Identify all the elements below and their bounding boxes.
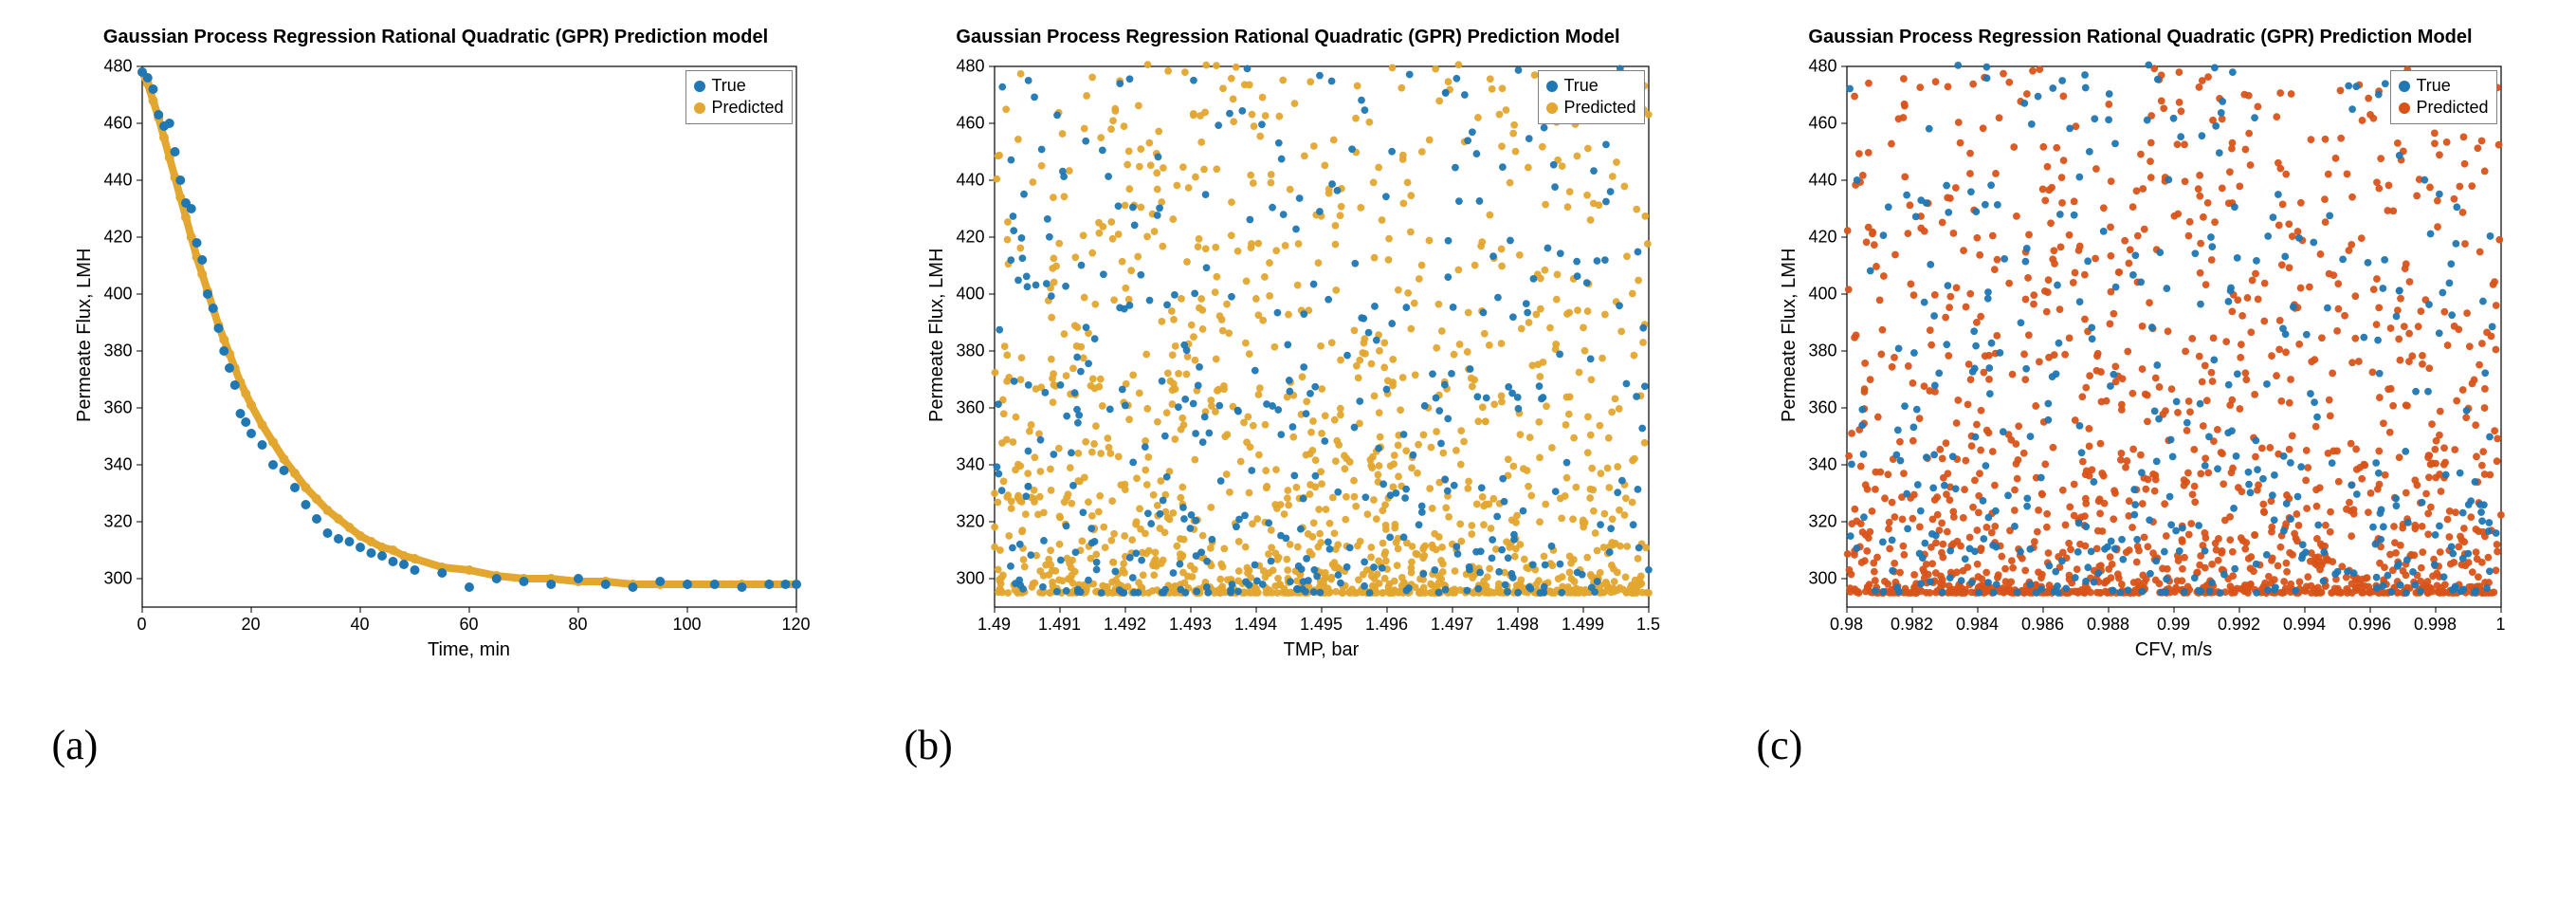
ylabel-b: Permeate Flux, LMH <box>926 249 948 422</box>
legend-marker-icon <box>2399 81 2410 92</box>
subcaption-c: (c) <box>1747 721 2534 769</box>
legend-label: True <box>711 75 745 97</box>
legend-entry: True <box>2399 75 2488 97</box>
xlabel-b: TMP, bar <box>995 639 1649 661</box>
xtick-label: 1.497 <box>1431 615 1473 635</box>
xtick-label: 1.493 <box>1169 615 1212 635</box>
ytick-label: 480 <box>103 57 132 77</box>
xtick-label: 120 <box>781 615 810 635</box>
ytick-label: 340 <box>956 455 984 475</box>
legend-label: True <box>1563 75 1598 97</box>
ytick-label: 480 <box>956 57 984 77</box>
ytick-label: 400 <box>956 285 984 304</box>
legend-marker-icon <box>2399 102 2410 114</box>
legend-entry: True <box>1546 75 1635 97</box>
ytick-label: 320 <box>956 512 984 532</box>
ytick-label: 380 <box>1808 341 1836 361</box>
ytick-label: 340 <box>103 455 132 475</box>
legend-entry: Predicted <box>1546 97 1635 119</box>
xtick-label: 60 <box>459 615 478 635</box>
legend-b: TruePredicted <box>1538 70 1644 124</box>
xtick-label: 100 <box>672 615 701 635</box>
ytick-label: 480 <box>1808 57 1836 77</box>
legend-entry: True <box>694 75 783 97</box>
ytick-label: 380 <box>103 341 132 361</box>
subcaption-a: (a) <box>43 721 830 769</box>
ytick-label: 400 <box>1808 285 1836 304</box>
xtick-label: 0.99 <box>2157 615 2190 635</box>
ytick-label: 440 <box>956 171 984 191</box>
legend-label: Predicted <box>711 97 783 119</box>
ytick-label: 460 <box>1808 114 1836 134</box>
legend-marker-icon <box>694 102 705 114</box>
ylabel-c: Permeate Flux, LMH <box>1779 249 1800 422</box>
plot-frame-b: Gaussian Process Regression Rational Qua… <box>900 19 1677 683</box>
ytick-label: 360 <box>1808 398 1836 418</box>
ytick-label: 460 <box>103 114 132 134</box>
ytick-label: 420 <box>956 228 984 248</box>
xtick-label: 0.992 <box>2218 615 2260 635</box>
ytick-label: 440 <box>103 171 132 191</box>
ytick-label: 380 <box>956 341 984 361</box>
legend-label: Predicted <box>1563 97 1635 119</box>
xtick-label: 1.494 <box>1234 615 1277 635</box>
xtick-label: 0.982 <box>1891 615 1933 635</box>
legend-label: True <box>2416 75 2450 97</box>
xtick-label: 20 <box>241 615 260 635</box>
ytick-label: 300 <box>1808 569 1836 589</box>
xtick-label: 1.496 <box>1365 615 1408 635</box>
ylabel-a: Permeate Flux, LMH <box>74 249 96 422</box>
ytick-label: 340 <box>1808 455 1836 475</box>
xtick-label: 0.984 <box>1956 615 1999 635</box>
ytick-label: 420 <box>1808 228 1836 248</box>
ytick-label: 420 <box>103 228 132 248</box>
legend-entry: Predicted <box>694 97 783 119</box>
xtick-label: 0.98 <box>1830 615 1863 635</box>
ytick-label: 300 <box>956 569 984 589</box>
legend-c: TruePredicted <box>2390 70 2496 124</box>
panel-b: Gaussian Process Regression Rational Qua… <box>881 19 1695 769</box>
subcaption-b: (b) <box>895 721 1682 769</box>
xtick-label: 0.996 <box>2348 615 2391 635</box>
xtick-label: 40 <box>350 615 369 635</box>
xtick-label: 1.492 <box>1104 615 1146 635</box>
xtick-label: 0.986 <box>2021 615 2064 635</box>
ytick-label: 460 <box>956 114 984 134</box>
legend-marker-icon <box>694 81 705 92</box>
legend-marker-icon <box>1546 102 1558 114</box>
ytick-label: 360 <box>956 398 984 418</box>
xtick-label: 0.988 <box>2087 615 2129 635</box>
legend-marker-icon <box>1546 81 1558 92</box>
xtick-label: 0 <box>137 615 146 635</box>
legend-entry: Predicted <box>2399 97 2488 119</box>
xtick-label: 1.5 <box>1636 615 1660 635</box>
ytick-label: 360 <box>103 398 132 418</box>
xtick-label: 80 <box>568 615 587 635</box>
legend-a: TruePredicted <box>685 70 792 124</box>
legend-label: Predicted <box>2416 97 2488 119</box>
xtick-label: 1.49 <box>977 615 1011 635</box>
xtick-label: 1 <box>2495 615 2505 635</box>
ytick-label: 300 <box>103 569 132 589</box>
ytick-label: 320 <box>103 512 132 532</box>
xtick-label: 1.495 <box>1300 615 1343 635</box>
xtick-label: 0.994 <box>2283 615 2326 635</box>
ytick-label: 400 <box>103 285 132 304</box>
xtick-label: 1.491 <box>1038 615 1081 635</box>
ytick-label: 320 <box>1808 512 1836 532</box>
xlabel-a: Time, min <box>142 639 796 661</box>
xtick-label: 1.499 <box>1562 615 1604 635</box>
xlabel-c: CFV, m/s <box>1847 639 2501 661</box>
plot-frame-c: Gaussian Process Regression Rational Qua… <box>1752 19 2530 683</box>
plot-frame-a: Gaussian Process Regression Rational Qua… <box>47 19 825 683</box>
xtick-label: 0.998 <box>2414 615 2457 635</box>
panel-c: Gaussian Process Regression Rational Qua… <box>1733 19 2548 769</box>
figure-row: Gaussian Process Regression Rational Qua… <box>0 0 2576 769</box>
panel-a: Gaussian Process Regression Rational Qua… <box>28 19 843 769</box>
xtick-label: 1.498 <box>1496 615 1539 635</box>
ytick-label: 440 <box>1808 171 1836 191</box>
